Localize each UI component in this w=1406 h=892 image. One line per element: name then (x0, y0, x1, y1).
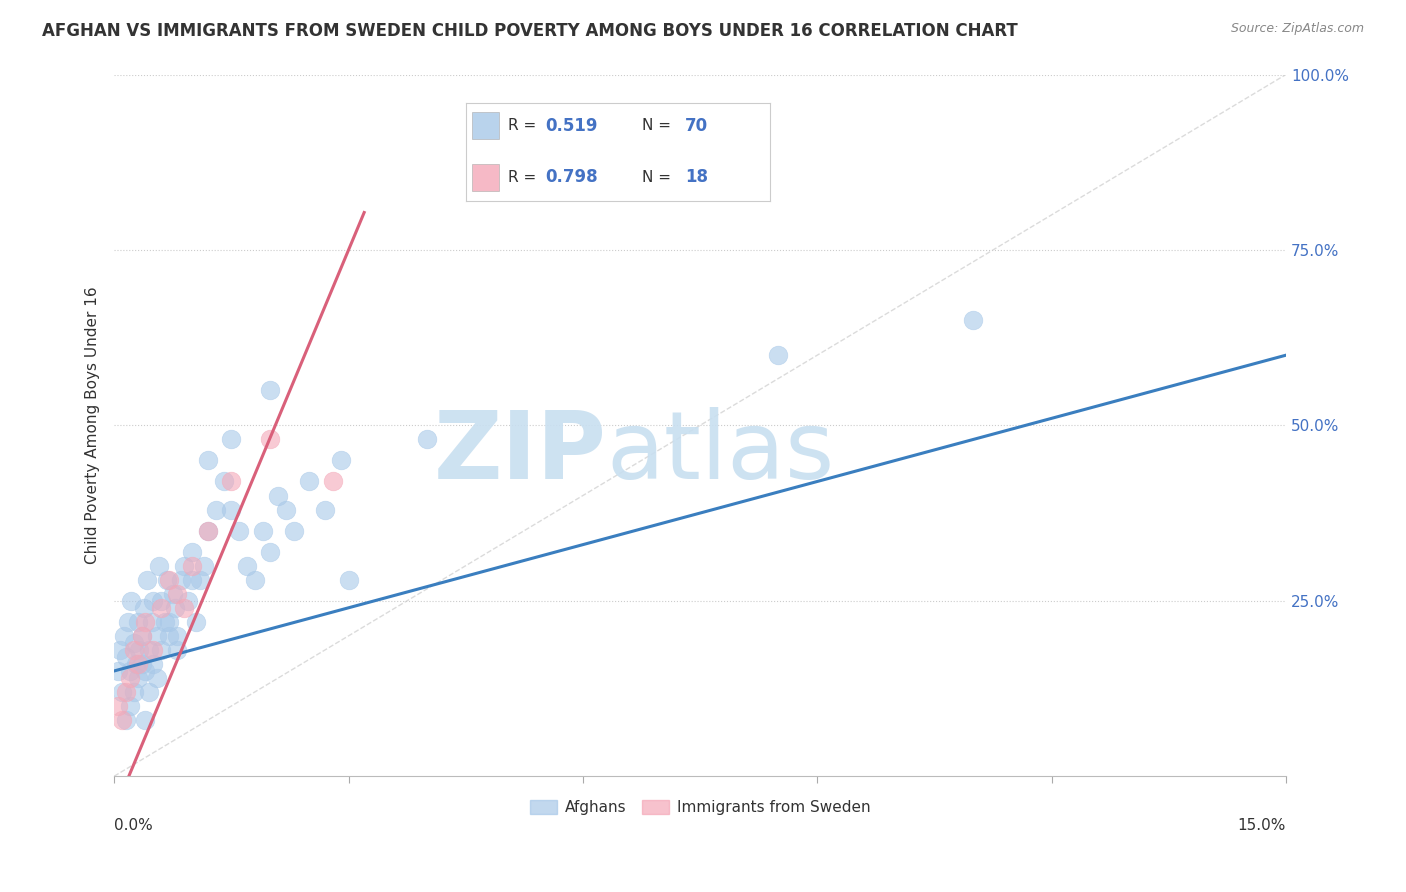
Point (117, 615, 139, 629)
Point (322, 475, 344, 489)
Point (259, 384, 281, 398)
Point (122, 636, 145, 650)
Point (122, 643, 145, 657)
Text: 0.0%: 0.0% (114, 818, 153, 833)
Point (146, 671, 169, 685)
Point (148, 558, 170, 573)
Point (112, 629, 135, 643)
Point (415, 433, 437, 447)
Legend: Afghans, Immigrants from Sweden: Afghans, Immigrants from Sweden (523, 794, 876, 822)
Point (131, 629, 153, 643)
Point (267, 489, 290, 503)
Point (298, 475, 321, 489)
Point (127, 671, 149, 685)
Point (204, 502, 226, 516)
Point (962, 313, 984, 327)
Point (243, 573, 266, 587)
Point (259, 544, 281, 558)
Point (314, 502, 336, 516)
Point (193, 558, 215, 573)
Point (150, 594, 173, 608)
Point (131, 629, 153, 643)
Point (138, 685, 160, 699)
Point (111, 685, 134, 699)
Point (188, 573, 211, 587)
Point (337, 573, 360, 587)
Point (283, 524, 305, 538)
Point (221, 433, 243, 447)
Point (136, 573, 159, 587)
Point (329, 453, 352, 467)
Point (177, 594, 200, 608)
Point (142, 643, 165, 657)
Point (134, 664, 156, 678)
Point (115, 685, 138, 699)
Point (162, 587, 184, 601)
Point (127, 615, 149, 629)
Point (127, 657, 149, 671)
Point (186, 615, 208, 629)
Point (134, 615, 156, 629)
Point (259, 433, 281, 447)
Text: Source: ZipAtlas.com: Source: ZipAtlas.com (1230, 22, 1364, 36)
Point (107, 699, 129, 714)
Point (236, 558, 259, 573)
Point (221, 475, 243, 489)
Point (118, 699, 141, 714)
Point (142, 657, 165, 671)
Point (150, 643, 173, 657)
Point (252, 524, 274, 538)
Point (766, 348, 789, 362)
Point (221, 502, 243, 516)
Point (107, 664, 129, 678)
Point (274, 502, 297, 516)
Point (146, 629, 169, 643)
Point (228, 524, 250, 538)
Point (173, 558, 195, 573)
Point (181, 558, 204, 573)
Point (181, 544, 204, 558)
Text: atlas: atlas (606, 408, 835, 500)
Point (156, 573, 179, 587)
Point (157, 615, 180, 629)
Point (157, 629, 180, 643)
Point (153, 615, 176, 629)
Text: 15.0%: 15.0% (1237, 818, 1286, 833)
Point (173, 600, 195, 615)
Point (118, 671, 141, 685)
Point (197, 524, 219, 538)
Point (111, 713, 134, 727)
Text: AFGHAN VS IMMIGRANTS FROM SWEDEN CHILD POVERTY AMONG BOYS UNDER 16 CORRELATION C: AFGHAN VS IMMIGRANTS FROM SWEDEN CHILD P… (42, 22, 1018, 40)
Point (166, 629, 188, 643)
Point (165, 600, 187, 615)
Point (181, 573, 204, 587)
Point (125, 657, 148, 671)
Point (110, 643, 132, 657)
Point (166, 587, 188, 601)
Point (197, 453, 219, 467)
Point (132, 600, 155, 615)
Text: ZIP: ZIP (433, 408, 606, 500)
Point (166, 643, 188, 657)
Point (212, 475, 235, 489)
Point (141, 615, 163, 629)
Point (122, 685, 145, 699)
Point (118, 664, 141, 678)
Point (115, 713, 138, 727)
Point (138, 643, 160, 657)
Point (128, 643, 150, 657)
Y-axis label: Child Poverty Among Boys Under 16: Child Poverty Among Boys Under 16 (86, 286, 100, 564)
Point (197, 524, 219, 538)
Point (142, 594, 165, 608)
Point (134, 713, 156, 727)
Point (120, 594, 142, 608)
Point (115, 649, 138, 664)
Point (131, 657, 153, 671)
Point (150, 600, 173, 615)
Point (169, 573, 191, 587)
Point (157, 573, 180, 587)
